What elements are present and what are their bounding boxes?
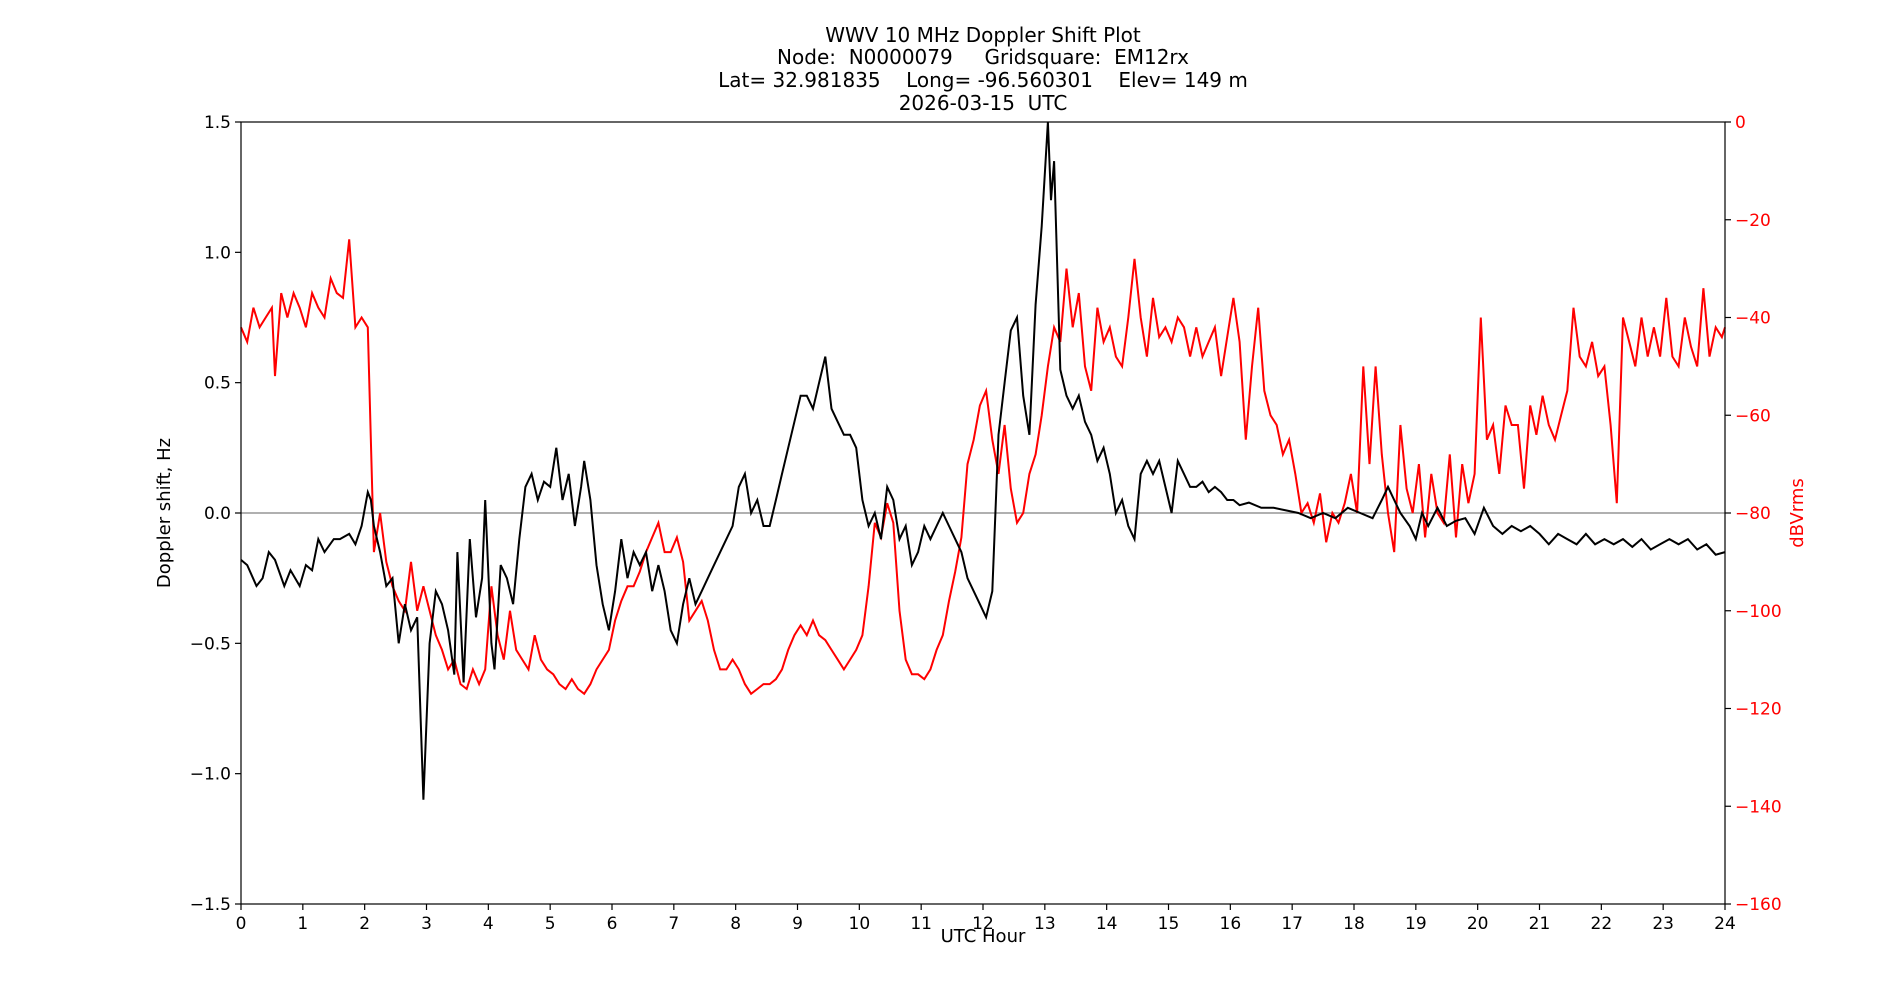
x-tick-label: 20 <box>1467 914 1489 934</box>
right-y-tick-label: −160 <box>1735 895 1782 915</box>
right-y-tick-label: −40 <box>1735 309 1771 329</box>
right-y-axis-ticks: 0 −20 −40 −60 −80 −100 −120 −140 −160 <box>1725 113 1782 915</box>
right-y-tick-label: −60 <box>1735 406 1771 426</box>
chart-title: WWV 10 MHz Doppler Shift Plot Node: N000… <box>718 23 1248 115</box>
right-y-tick-label: −120 <box>1735 700 1782 720</box>
x-tick-label: 1 <box>297 914 308 934</box>
title-line-3: Lat= 32.981835 Long= -96.560301 Elev= 14… <box>718 68 1248 92</box>
right-y-tick-label: −20 <box>1735 211 1771 231</box>
left-y-axis-ticks: 1.5 1.0 0.5 0.0 −0.5 −1.0 −1.5 <box>190 113 241 915</box>
x-tick-label: 21 <box>1529 914 1551 934</box>
x-tick-label: 16 <box>1220 914 1242 934</box>
plot-area <box>240 121 1726 905</box>
title-line-4: 2026-03-15 UTC <box>899 91 1068 115</box>
x-tick-label: 23 <box>1652 914 1674 934</box>
x-axis-ticks: 0 1 2 3 4 5 6 7 8 9 10 11 12 13 14 15 16 17 18 19 20 21 22 23 24 <box>236 904 1736 934</box>
right-y-tick-label: −100 <box>1735 602 1782 622</box>
x-tick-label: 0 <box>236 914 247 934</box>
title-line-2: Node: N0000079 Gridsquare: EM12rx <box>777 45 1189 69</box>
series-power-dbvrms <box>240 239 1726 696</box>
left-y-tick-label: 0.5 <box>204 374 231 394</box>
x-tick-label: 4 <box>483 914 494 934</box>
left-y-tick-label: −1.0 <box>190 765 231 785</box>
x-tick-label: 22 <box>1591 914 1613 934</box>
right-y-tick-label: −80 <box>1735 504 1771 524</box>
x-tick-label: 11 <box>910 914 932 934</box>
right-y-tick-label: 0 <box>1735 113 1746 133</box>
x-tick-label: 17 <box>1281 914 1303 934</box>
left-y-tick-label: 1.0 <box>204 243 231 263</box>
x-tick-label: 12 <box>972 914 994 934</box>
series-doppler-shift <box>240 121 1726 800</box>
x-tick-label: 19 <box>1405 914 1427 934</box>
x-tick-label: 5 <box>545 914 556 934</box>
x-tick-label: 18 <box>1343 914 1365 934</box>
x-tick-label: 8 <box>730 914 741 934</box>
x-tick-label: 24 <box>1714 914 1736 934</box>
x-tick-label: 14 <box>1096 914 1118 934</box>
left-y-axis-label: Doppler shift, Hz <box>154 438 175 588</box>
x-tick-label: 9 <box>792 914 803 934</box>
left-y-tick-label: 1.5 <box>204 113 231 133</box>
right-y-axis-label: dBVrms <box>1787 478 1808 548</box>
x-tick-label: 15 <box>1158 914 1180 934</box>
x-tick-label: 7 <box>668 914 679 934</box>
x-tick-label: 2 <box>359 914 370 934</box>
x-tick-label: 13 <box>1034 914 1056 934</box>
x-axis-label: UTC Hour <box>941 926 1026 947</box>
right-y-tick-label: −140 <box>1735 797 1782 817</box>
left-y-tick-label: 0.0 <box>204 504 231 524</box>
x-tick-label: 6 <box>607 914 618 934</box>
x-tick-label: 10 <box>849 914 871 934</box>
left-y-tick-label: −1.5 <box>190 895 231 915</box>
left-y-tick-label: −0.5 <box>190 634 231 654</box>
title-line-1: WWV 10 MHz Doppler Shift Plot <box>825 23 1141 47</box>
x-tick-label: 3 <box>421 914 432 934</box>
